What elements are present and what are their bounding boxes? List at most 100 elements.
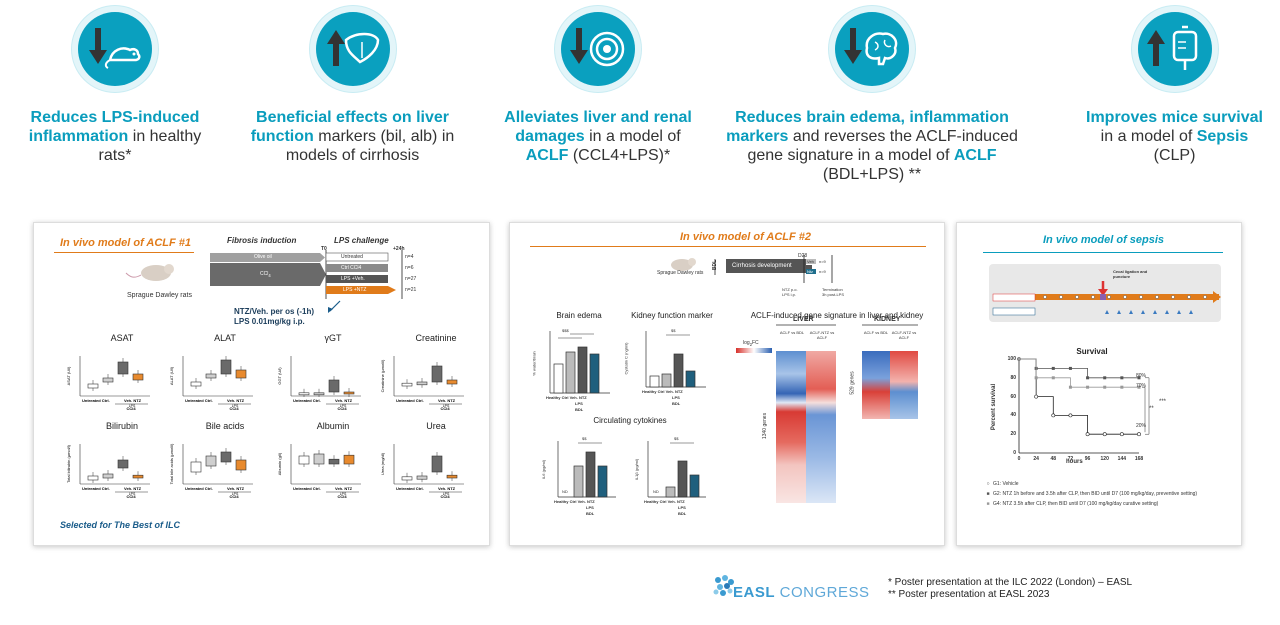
kidney-marker-chart	[645, 331, 706, 388]
dosing-line-1: NTZ/Veh. per os (-1h)	[234, 307, 315, 316]
sig-il6: $$	[582, 436, 587, 441]
liver-col2-label: ACLF-NTZ vs ACLF	[809, 330, 835, 340]
card-title: In vivo model of ACLF #1	[60, 237, 191, 249]
x-veh: Veh.	[577, 499, 586, 504]
timeline-dot	[1171, 295, 1175, 299]
x-ccl4-label: CCl4	[440, 494, 450, 499]
survival-point	[1119, 432, 1124, 437]
y-axis-label: Albumin (g/l)	[277, 452, 282, 475]
group-ctrl-n: n=6	[405, 265, 414, 271]
brain-edema-title: Brain edema	[556, 311, 602, 320]
x-tick-label: 96	[1084, 456, 1091, 462]
survival-point	[1051, 376, 1055, 380]
box	[431, 455, 443, 473]
x-ntz: NTZ	[578, 395, 587, 400]
kidney-x-labels: Healthy Ctrl Veh. NTZ	[642, 389, 683, 394]
title-in-vivo: In vivo	[1043, 234, 1078, 246]
il6-x-bdl: BDL	[586, 511, 595, 516]
d28-label: D28	[798, 253, 808, 259]
y-tick-label: 40	[1010, 412, 1016, 419]
feature-plain: in healthy rats*	[98, 128, 202, 164]
footnote-2: ** Poster presentation at EASL 2023	[888, 589, 1050, 600]
x-lps-label: LPS	[443, 404, 450, 408]
group-veh-n: n=27	[405, 276, 417, 282]
legend-g2-marker: ■	[986, 491, 990, 497]
n1-label: n=9	[819, 259, 826, 264]
feature-text: Improves mice survival in a model of Sep…	[1082, 108, 1267, 165]
plot-title-alat: ALAT	[214, 333, 236, 343]
il6-x-lps: LPS	[586, 505, 594, 510]
survival-legend: ○ G1: Vehicle ■ G2: NTZ 1h before and 3.5h…	[983, 481, 1197, 507]
ccl4-bar	[210, 263, 320, 286]
survival-point	[1137, 432, 1141, 437]
plot-title-asat: ASAT	[110, 333, 134, 343]
survival-point	[1120, 376, 1124, 380]
survival-point	[1085, 432, 1090, 437]
survival-point	[1068, 385, 1072, 389]
timeline-dot	[1091, 295, 1095, 299]
selected-best-of-ilc: Selected for The Best of ILC	[60, 520, 181, 530]
x-ntz: NTZ	[676, 499, 685, 504]
title-in-vivo: In vivo	[60, 237, 95, 249]
survival-xlabel: hours	[1066, 459, 1083, 465]
box	[190, 461, 202, 473]
olive-oil-label: Olive oil	[254, 254, 272, 260]
group-veh-label: LPS +Veh.	[341, 276, 365, 282]
box	[446, 379, 458, 385]
brain-down-arrow-icon	[835, 12, 909, 86]
dose-marker	[1153, 310, 1157, 314]
survival-point	[1051, 413, 1056, 418]
fibrosis-induction-label: Fibrosis induction	[227, 236, 297, 245]
kidney-col1-label: ACLF vs BDL	[863, 330, 889, 335]
timeline-dot	[1043, 295, 1047, 299]
x-lps-label: LPS	[340, 404, 347, 408]
feature-highlight: Alleviates liver and renal damages	[504, 109, 692, 145]
y-il6: IL6 (pg/ml)	[541, 459, 547, 480]
sig-bracket-2	[1142, 386, 1146, 433]
post-lps: 3h post-LPS	[822, 292, 845, 297]
x-veh-ntz-label: Veh. NTZ	[438, 486, 456, 491]
ccl4-text: CCl	[260, 271, 269, 277]
group-ctrl-box	[326, 264, 388, 272]
brain-x-bdl: BDL	[575, 407, 584, 412]
sig-il1b: $$	[674, 436, 679, 441]
feature-liver-function: Beneficial effects on liver function mar…	[240, 12, 465, 165]
feature-text: Reduces LPS-induced inflammation in heal…	[20, 108, 210, 165]
kidney-marker-title: Kidney function marker	[631, 311, 713, 320]
x-untreated-label: Untreated Ctrl.	[293, 398, 321, 403]
box	[102, 377, 114, 383]
lps-challenge-label: LPS challenge	[334, 236, 389, 245]
x-tick-label: 48	[1050, 456, 1057, 462]
gene-signature-title: ACLF-induced gene signature in liver and…	[750, 311, 924, 320]
il1b-x-lps: LPS	[678, 505, 686, 510]
legend-g2: ■ G2: NTZ 1h before and 3.5h after CLP, t…	[983, 491, 1197, 497]
timeline-bar	[1009, 294, 1219, 300]
pct80-label: 80%	[1136, 373, 1147, 379]
dose-marker	[1141, 310, 1145, 314]
timeline-dot	[1187, 295, 1191, 299]
legend-g1-marker: ○	[986, 481, 990, 487]
x-untreated-label: Untreated Ctrl.	[396, 398, 424, 403]
colorbar	[736, 348, 772, 353]
x-ctrl: Ctrl	[657, 389, 665, 394]
timeline-dot	[1155, 295, 1159, 299]
x-ccl4-label: CCl4	[229, 406, 239, 411]
survival-point	[1103, 385, 1107, 389]
x-tick-label: 168	[1134, 456, 1144, 462]
x-lps-label: LPS	[443, 492, 450, 496]
x-veh-ntz-label: Veh. NTZ	[227, 486, 245, 491]
group-ntz-box	[326, 286, 388, 294]
box	[343, 454, 355, 465]
box	[132, 373, 144, 381]
plot-title-ggt: γGT	[324, 333, 342, 343]
sig-two-star: **	[1149, 406, 1154, 412]
t0-label: T0	[321, 246, 327, 252]
liver-label: LIVER	[793, 316, 814, 323]
rat-illustration	[125, 264, 174, 281]
aclf2-figure	[549, 255, 918, 503]
survival-title: Survival	[1076, 347, 1108, 356]
legend-g1: ○ G1: Vehicle	[983, 481, 1197, 487]
